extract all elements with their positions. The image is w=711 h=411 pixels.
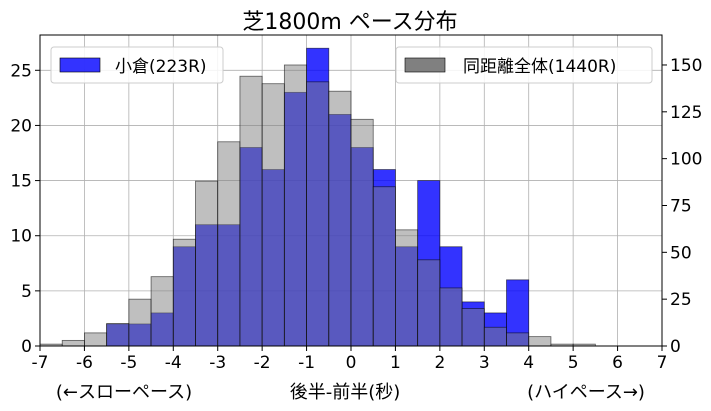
x-axis-note-fast: (ハイペース→) xyxy=(527,382,645,403)
x-tick-label: 6 xyxy=(612,353,623,373)
right-y-tick-label: 50 xyxy=(670,243,692,263)
right-y-tick-label: 25 xyxy=(670,290,692,310)
legend-frame-kokura xyxy=(50,46,224,84)
x-tick-label: 1 xyxy=(390,353,401,373)
overall-bar xyxy=(195,180,219,347)
left-y-tick-label: 0 xyxy=(21,337,32,357)
overall-bar xyxy=(306,81,330,347)
left-y-tick-label: 20 xyxy=(10,116,32,136)
overall-bar xyxy=(372,186,396,347)
chart-title: 芝1800m ペース分布 xyxy=(242,10,457,35)
overall-bar xyxy=(461,308,485,347)
x-tick-label: 3 xyxy=(479,353,490,373)
overall-bar xyxy=(217,141,241,347)
x-tick-label: -6 xyxy=(76,353,93,373)
x-tick-label: 5 xyxy=(568,353,579,373)
overall-bar xyxy=(439,287,463,347)
overall-bar xyxy=(84,332,108,347)
legend-kokura: 小倉(223R) xyxy=(50,46,224,84)
x-tick-label: -7 xyxy=(32,353,49,373)
left-y-axis-ticks: 0 5 10 15 20 25 xyxy=(10,61,40,357)
x-tick-label: -4 xyxy=(165,353,182,373)
overall-bar xyxy=(150,276,174,347)
legend-swatch-overall xyxy=(404,57,446,73)
x-tick-label: 2 xyxy=(434,353,445,373)
legend-frame-overall xyxy=(395,46,653,84)
legend-label-overall: 同距離全体(1440R) xyxy=(463,57,616,77)
left-y-tick-label: 15 xyxy=(10,172,32,192)
overall-bar xyxy=(417,259,441,347)
right-y-tick-label: 0 xyxy=(670,337,681,357)
overall-bar xyxy=(106,323,130,347)
overall-bar xyxy=(395,229,419,347)
x-tick-label: 7 xyxy=(657,353,668,373)
overall-bar xyxy=(350,118,374,347)
overall-bar xyxy=(328,90,352,347)
left-y-tick-label: 10 xyxy=(10,227,32,247)
right-y-tick-label: 75 xyxy=(670,196,692,216)
x-tick-label: -2 xyxy=(254,353,271,373)
overall-bar xyxy=(172,238,196,347)
right-y-tick-label: 150 xyxy=(670,56,702,76)
legend-overall: 同距離全体(1440R) xyxy=(395,46,653,84)
overall-bar xyxy=(61,339,85,347)
overall-bar xyxy=(239,75,263,347)
overall-bar xyxy=(128,298,152,347)
x-axis-note-slow: (←スローペース) xyxy=(56,382,192,403)
legend-swatch-kokura xyxy=(59,57,101,73)
legend-label-kokura: 小倉(223R) xyxy=(115,57,207,77)
right-y-tick-label: 100 xyxy=(670,150,702,170)
x-tick-label: 4 xyxy=(523,353,534,373)
overall-bar xyxy=(483,326,507,347)
right-y-tick-label: 125 xyxy=(670,103,702,123)
right-y-axis-ticks: 0 25 50 75 100 125 150 xyxy=(662,56,702,357)
overall-bar xyxy=(283,64,307,347)
overall-bar xyxy=(506,332,530,347)
left-y-tick-label: 5 xyxy=(21,282,32,302)
x-axis-label: 後半-前半(秒) xyxy=(290,382,401,403)
overall-bar xyxy=(261,83,285,347)
overall-bar xyxy=(528,336,552,347)
x-tick-label: -3 xyxy=(209,353,226,373)
x-tick-label: -1 xyxy=(298,353,315,373)
left-y-tick-label: 25 xyxy=(10,61,32,81)
x-tick-label: -5 xyxy=(120,353,137,373)
x-tick-label: 0 xyxy=(346,353,357,373)
x-axis-ticks: -7 -6 -5 -4 -3 -2 -1 0 1 2 3 4 5 6 7 xyxy=(32,346,668,373)
